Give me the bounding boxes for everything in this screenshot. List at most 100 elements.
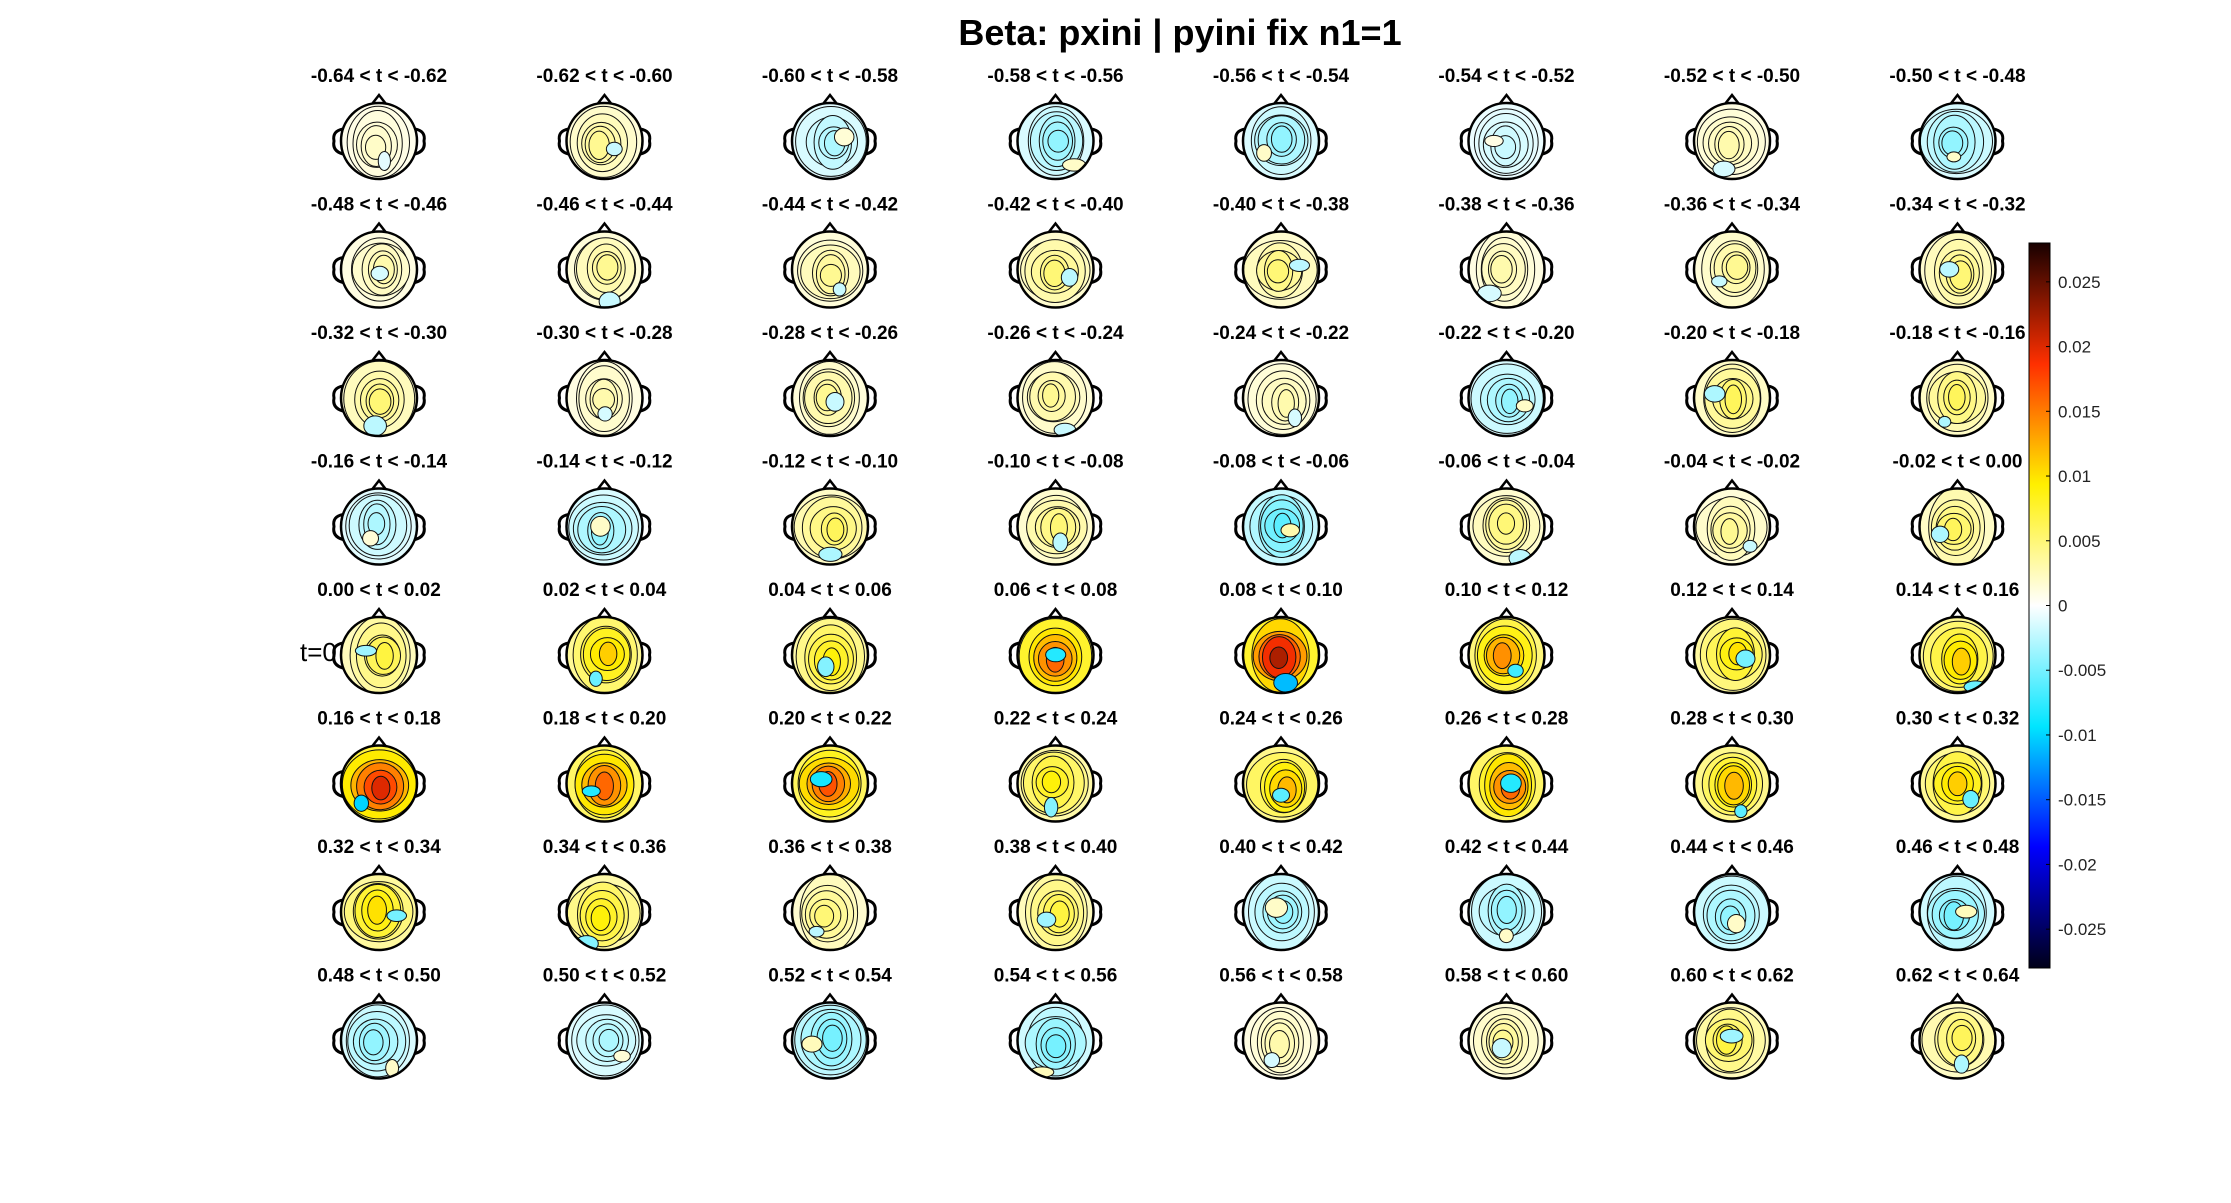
topoplot-panel: -0.16 < t < -0.14 xyxy=(311,452,448,566)
left-ear xyxy=(1008,770,1020,798)
panel-title: 0.12 < t < 0.14 xyxy=(1670,580,1794,601)
contour-level xyxy=(1043,796,1059,818)
panel-title: 0.18 < t < 0.20 xyxy=(543,709,667,730)
nose xyxy=(822,863,838,876)
head-outline xyxy=(1241,487,1321,566)
left-ear xyxy=(1234,898,1246,927)
right-ear xyxy=(865,641,877,670)
right-ear xyxy=(1316,641,1328,670)
nose xyxy=(1724,92,1740,105)
nose xyxy=(1498,221,1515,234)
contour-level xyxy=(597,406,613,422)
topoplot-panel: -0.36 < t < -0.34 xyxy=(1664,195,1801,309)
nose xyxy=(1949,92,1966,105)
head-outline xyxy=(1241,358,1321,438)
nose xyxy=(596,606,613,619)
head-outline xyxy=(1918,1001,1997,1080)
right-ear xyxy=(1316,384,1328,413)
topoplot-panel: 0.10 < t < 0.12 xyxy=(1445,580,1568,695)
contour-level xyxy=(588,130,610,160)
colorbar: -0.025 -0.02 -0.015 -0.01 -0.005 0 0.005 0.01 0.… xyxy=(2028,242,2106,969)
contour-level xyxy=(1947,771,1968,797)
left-ear xyxy=(1910,384,1922,413)
left-ear xyxy=(1008,513,1020,541)
contour-level xyxy=(1042,383,1060,408)
nose xyxy=(1273,606,1289,619)
right-ear xyxy=(1993,898,2005,927)
left-ear xyxy=(783,513,795,541)
topoplot-panel: 0.52 < t < 0.54 xyxy=(768,966,892,1080)
contour-level xyxy=(1264,897,1289,918)
left-ear xyxy=(1459,641,1471,670)
topoplot-panel: 0.24 < t < 0.26 xyxy=(1219,709,1343,823)
right-ear xyxy=(640,127,652,156)
contour-level xyxy=(1962,790,1980,809)
contour-level xyxy=(377,150,391,171)
right-ear xyxy=(1542,898,1554,927)
nose xyxy=(1949,606,1966,619)
nose xyxy=(1498,92,1515,105)
panel-title: 0.02 < t < 0.04 xyxy=(543,580,667,601)
contour-level xyxy=(1711,275,1728,288)
panel-title: -0.08 < t < -0.06 xyxy=(1213,452,1349,473)
nose xyxy=(1724,606,1740,619)
panel-title: -0.02 < t < 0.00 xyxy=(1893,452,2023,473)
panel-title: 0.46 < t < 0.48 xyxy=(1896,837,2020,858)
topoplot-panel: -0.22 < t < -0.20 xyxy=(1438,323,1575,438)
topoplot-panel: 0.06 < t < 0.08 xyxy=(994,580,1117,695)
contour-level xyxy=(1948,384,1966,411)
contour-level xyxy=(817,656,835,678)
contour-level xyxy=(1280,523,1301,538)
contour-level xyxy=(1036,911,1057,928)
contour-level xyxy=(1955,904,1978,919)
left-ear xyxy=(783,384,795,413)
right-ear xyxy=(865,127,877,156)
head-outline xyxy=(1241,615,1321,695)
head-outline xyxy=(339,744,419,823)
head-outline xyxy=(339,101,419,181)
topoplot-panel: 0.22 < t < 0.24 xyxy=(994,709,1118,823)
contour-level xyxy=(1492,642,1512,670)
right-ear xyxy=(1542,641,1554,670)
head-outline xyxy=(1918,744,1997,823)
contour-level xyxy=(375,642,394,670)
contour-level xyxy=(596,254,619,281)
left-ear xyxy=(1459,256,1471,284)
nose xyxy=(1047,92,1064,105)
colorbar-tick-label: 0.015 xyxy=(2058,402,2101,421)
nose xyxy=(596,478,613,491)
nose xyxy=(596,863,613,876)
contour-level xyxy=(1515,399,1534,413)
nose xyxy=(1273,349,1289,362)
left-ear xyxy=(1008,384,1020,413)
panel-title: -0.48 < t < -0.46 xyxy=(311,195,447,216)
topoplot-panel: 0.56 < t < 0.58 xyxy=(1219,966,1343,1080)
head-outline xyxy=(1016,872,1095,952)
panel-title: -0.46 < t < -0.44 xyxy=(536,195,673,216)
head-outline xyxy=(1692,872,1772,952)
panel-title: -0.52 < t < -0.50 xyxy=(1664,66,1800,87)
contour-level xyxy=(354,644,378,657)
right-ear xyxy=(1316,770,1328,798)
contour-level xyxy=(1272,787,1291,803)
head-outline xyxy=(565,744,644,823)
head-outline xyxy=(1241,101,1321,181)
panel-title: -0.60 < t < -0.58 xyxy=(762,66,898,87)
head-outline xyxy=(790,615,870,695)
right-ear xyxy=(1542,770,1554,798)
contour-level xyxy=(1724,771,1744,800)
head-outline xyxy=(1016,744,1095,823)
topoplot-panel: 0.42 < t < 0.44 xyxy=(1445,837,1569,952)
nose xyxy=(1949,735,1966,748)
panel-title: -0.30 < t < -0.28 xyxy=(536,323,672,344)
topoplot-panel: 0.26 < t < 0.28 xyxy=(1445,709,1568,823)
nose xyxy=(1498,735,1515,748)
left-ear xyxy=(1008,641,1020,670)
right-ear xyxy=(640,641,652,670)
head-outline xyxy=(565,487,644,566)
nose xyxy=(1273,863,1289,876)
head-outline xyxy=(1016,1001,1095,1080)
topoplot-panel: -0.54 < t < -0.52 xyxy=(1438,66,1575,181)
panel-title: 0.50 < t < 0.52 xyxy=(543,966,667,987)
panel-title: -0.28 < t < -0.26 xyxy=(762,323,898,344)
